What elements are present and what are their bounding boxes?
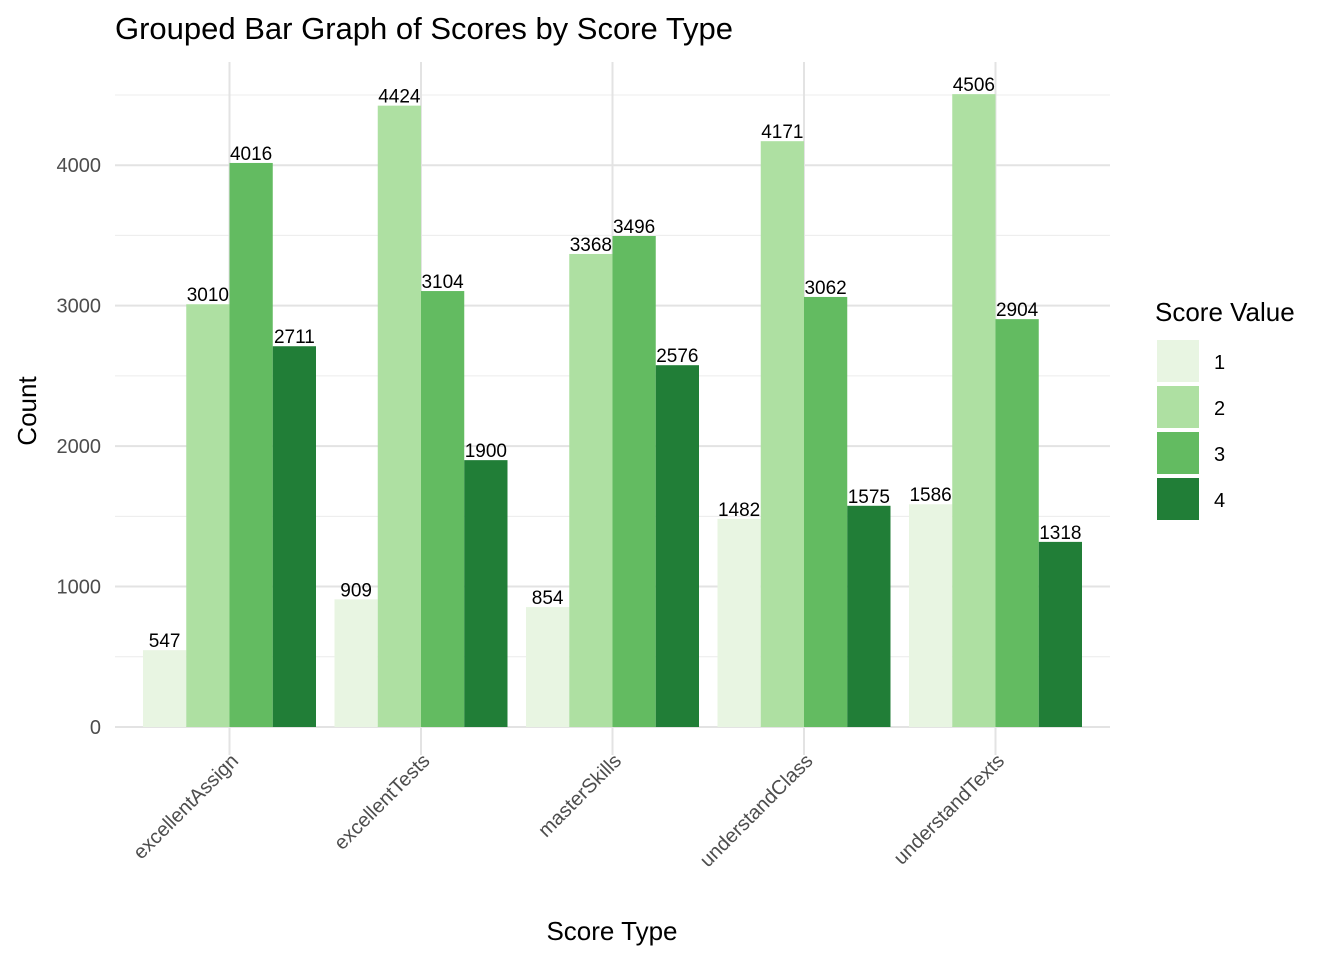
- bar-understandtexts-score-3: [995, 319, 1039, 727]
- bar-value-label: 4506: [953, 75, 995, 96]
- x-axis-title: Score Type: [546, 916, 677, 946]
- bar-understandclass-score-2: [760, 141, 804, 727]
- legend-label-2: 2: [1214, 398, 1225, 420]
- bar-value-label: 3368: [570, 235, 612, 256]
- y-tick-label: 3000: [57, 296, 102, 318]
- bar-value-label: 2576: [656, 346, 698, 367]
- bar-understandtexts-score-1: [909, 504, 953, 727]
- x-tick-label-excellentassign: excellentAssign: [129, 750, 243, 864]
- y-axis-ticks: 0 1000 2000 3000 4000: [57, 155, 102, 739]
- bar-value-label: 1318: [1039, 523, 1081, 544]
- y-tick-label: 2000: [57, 436, 102, 458]
- legend-swatch-3: [1157, 432, 1199, 474]
- bar-excellenttests-score-4: [464, 460, 508, 727]
- legend-swatch-4: [1157, 478, 1199, 520]
- legend: Score Value 1 2 3 4: [1155, 297, 1295, 520]
- bar-excellentassign-score-3: [229, 162, 273, 727]
- legend-label-4: 4: [1214, 490, 1225, 512]
- bar-understandclass-score-4: [847, 505, 891, 727]
- x-tick-label-understandtexts: understandTexts: [890, 750, 1009, 869]
- bar-value-label: 1575: [848, 487, 890, 508]
- bar-value-label: 1900: [465, 441, 507, 462]
- bar-value-label: 2904: [996, 300, 1039, 321]
- chart-title: Grouped Bar Graph of Scores by Score Typ…: [115, 11, 733, 46]
- bar-excellentassign-score-2: [186, 304, 230, 727]
- bar-masterskills-score-3: [612, 235, 656, 727]
- bar-value-label: 854: [532, 588, 564, 609]
- bar-value-label: 3104: [421, 272, 464, 293]
- x-tick-label-understandclass: understandClass: [696, 750, 818, 872]
- y-tick-label: 0: [90, 717, 101, 739]
- bar-understandtexts-score-2: [952, 94, 996, 727]
- legend-label-3: 3: [1214, 444, 1225, 466]
- bar-excellenttests-score-3: [421, 291, 465, 727]
- bars-group: [143, 94, 1082, 728]
- x-tick-label-excellenttests: excellentTests: [330, 750, 434, 854]
- bar-value-label: 909: [340, 580, 372, 601]
- bar-value-label: 3062: [804, 278, 846, 299]
- bar-value-label: 3010: [187, 285, 229, 306]
- bar-excellentassign-score-1: [143, 650, 187, 727]
- bar-excellenttests-score-2: [377, 105, 421, 728]
- bar-masterskills-score-2: [569, 253, 613, 727]
- bar-understandclass-score-3: [804, 296, 848, 727]
- bar-excellentassign-score-4: [272, 346, 316, 727]
- bar-value-labels: 547 3010 4016 2711 909 4424 3104 1900 854 3368349…: [149, 75, 1082, 652]
- bar-value-label: 547: [149, 631, 181, 652]
- x-axis-ticks: excellentAssign excellentTests masterSkill…: [129, 750, 1009, 872]
- y-axis-title: Count: [12, 376, 42, 446]
- y-tick-label: 1000: [57, 577, 102, 599]
- bar-value-label: 1482: [718, 500, 760, 521]
- legend-swatch-1: [1157, 340, 1199, 382]
- bar-excellenttests-score-1: [334, 599, 378, 727]
- y-tick-label: 4000: [57, 155, 102, 177]
- bar-value-label: 4171: [761, 122, 803, 143]
- legend-items: 1 2 3 4: [1157, 340, 1225, 520]
- bar-value-label: 2711: [274, 327, 315, 348]
- legend-label-1: 1: [1214, 352, 1225, 374]
- bar-value-label: 4016: [230, 144, 272, 165]
- bar-understandtexts-score-4: [1038, 541, 1082, 727]
- bar-value-label: 3496: [613, 217, 655, 238]
- bar-masterskills-score-1: [526, 607, 570, 727]
- bar-value-label: 4424: [378, 87, 421, 108]
- legend-swatch-2: [1157, 386, 1199, 428]
- bar-understandclass-score-1: [717, 518, 761, 727]
- legend-title: Score Value: [1155, 297, 1295, 327]
- bar-masterskills-score-4: [655, 365, 699, 727]
- bar-value-label: 1586: [909, 485, 951, 506]
- x-tick-label-masterskills: masterSkills: [534, 750, 626, 842]
